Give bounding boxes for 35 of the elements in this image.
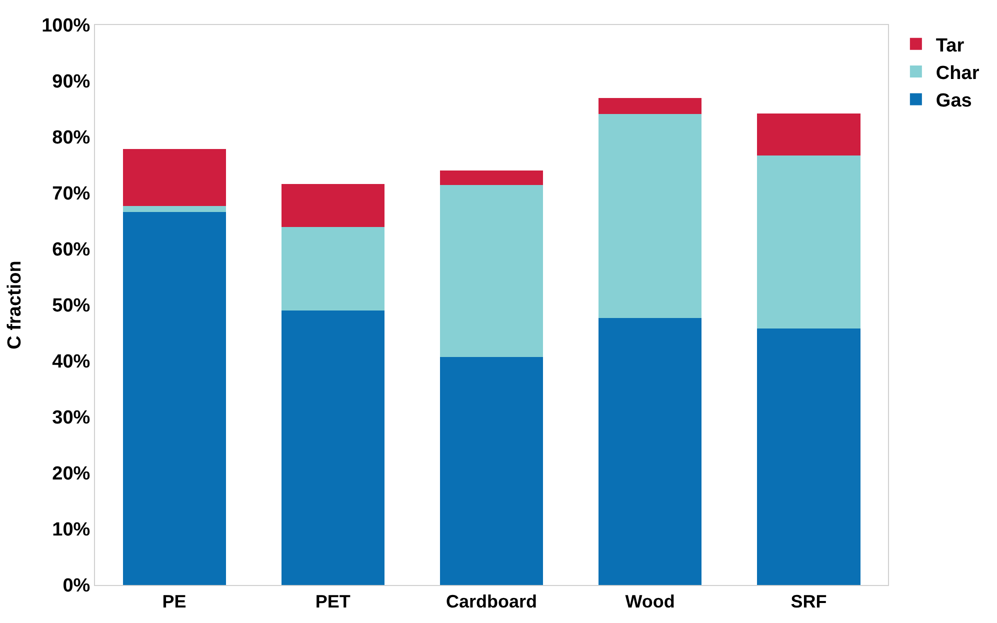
x-tick-label: Cardboard xyxy=(446,592,538,612)
bar xyxy=(122,148,226,206)
bar xyxy=(757,155,860,329)
y-tick-label: 0% xyxy=(62,576,90,597)
y-tick-label: 60% xyxy=(52,240,90,261)
y-axis-title: C fraction xyxy=(4,260,26,350)
bar xyxy=(281,184,384,228)
x-tick-label: SRF xyxy=(790,592,827,612)
y-tick-label: 40% xyxy=(52,352,90,373)
y-tick-label: 70% xyxy=(52,184,90,205)
y-tick-label: 30% xyxy=(52,408,90,429)
y-tick-label: 20% xyxy=(52,464,90,485)
x-tick-label: PE xyxy=(162,592,186,612)
bar xyxy=(598,98,702,114)
x-tick-label: PET xyxy=(315,592,350,612)
bar xyxy=(598,318,702,585)
legend-label: Gas xyxy=(936,90,972,112)
bar xyxy=(440,185,544,358)
bar xyxy=(598,114,702,318)
y-tick-label: 90% xyxy=(52,72,90,93)
legend-label: Char xyxy=(936,62,980,84)
bar xyxy=(440,170,544,186)
y-tick-label: 10% xyxy=(52,520,90,541)
y-tick-label: 50% xyxy=(52,296,90,317)
bar xyxy=(281,310,384,585)
y-tick-label: 100% xyxy=(42,16,90,37)
bar xyxy=(122,206,226,212)
legend-label: Tar xyxy=(936,35,965,56)
bar xyxy=(281,227,384,311)
bar xyxy=(440,357,544,585)
bar xyxy=(122,212,226,585)
bar xyxy=(757,113,860,156)
y-tick-label: 80% xyxy=(52,128,90,149)
bar xyxy=(757,328,860,585)
x-tick-label: Wood xyxy=(625,592,675,612)
